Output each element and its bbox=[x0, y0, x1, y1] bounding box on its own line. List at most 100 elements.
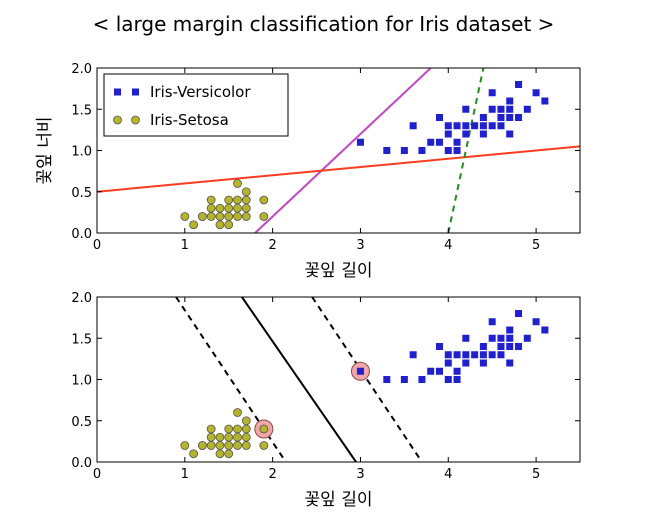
iris-setosa-point bbox=[215, 432, 225, 442]
iris-versicolor-point bbox=[471, 122, 479, 130]
iris-versicolor-point bbox=[400, 147, 408, 154]
iris-setosa-point bbox=[215, 441, 225, 450]
chart-panel-2: 0 1 2 3 4 5 0.0 0.5 1.0 1.5 2.0 꽃잎 길이 bbox=[71, 291, 581, 510]
decision-line-1 bbox=[254, 68, 432, 233]
x-axis-label: 꽃잎 길이 bbox=[305, 490, 373, 510]
iris-versicolor-point bbox=[488, 334, 496, 342]
iris-setosa-point bbox=[241, 187, 251, 197]
iris-versicolor-point bbox=[435, 114, 443, 121]
iris-setosa-point bbox=[241, 203, 251, 213]
iris-versicolor-point bbox=[453, 138, 461, 146]
iris-setosa-point bbox=[224, 449, 234, 459]
decision-line-1 bbox=[241, 297, 357, 462]
iris-versicolor-point bbox=[462, 359, 470, 367]
iris-versicolor-point bbox=[427, 367, 435, 375]
iris-versicolor-point bbox=[506, 334, 514, 342]
page-title: < large margin classification for Iris d… bbox=[92, 12, 555, 36]
iris-setosa-point bbox=[259, 424, 269, 434]
legend-marker-circle bbox=[131, 115, 140, 125]
iris-versicolor-point bbox=[497, 343, 505, 350]
iris-versicolor-point bbox=[453, 351, 461, 359]
iris-versicolor-point bbox=[488, 351, 496, 359]
iris-versicolor-point bbox=[488, 89, 496, 97]
iris-versicolor-point bbox=[523, 334, 531, 342]
y-tick-label: 1.0 bbox=[71, 374, 92, 389]
iris-versicolor-point bbox=[427, 138, 435, 146]
iris-versicolor-point bbox=[506, 326, 514, 334]
iris-setosa-point bbox=[215, 203, 225, 213]
iris-versicolor-point bbox=[506, 114, 514, 121]
iris-versicolor-point bbox=[488, 122, 496, 130]
x-tick-label: 3 bbox=[356, 467, 364, 482]
iris-versicolor-point bbox=[497, 114, 505, 121]
legend-box bbox=[103, 73, 289, 137]
iris-setosa-point bbox=[224, 432, 234, 442]
x-tick-label: 4 bbox=[444, 467, 452, 482]
iris-setosa-point bbox=[241, 195, 251, 205]
iris-setosa-point bbox=[241, 441, 251, 450]
iris-versicolor-point bbox=[479, 122, 487, 130]
iris-setosa-point bbox=[233, 179, 242, 188]
iris-versicolor-point bbox=[418, 376, 426, 383]
iris-setosa-point bbox=[224, 441, 234, 450]
iris-setosa-point bbox=[241, 432, 251, 442]
iris-versicolor-point bbox=[418, 147, 426, 154]
plot-area bbox=[97, 68, 580, 233]
iris-setosa-point bbox=[189, 449, 199, 459]
iris-versicolor-point bbox=[506, 130, 514, 138]
y-tick-label: 2.0 bbox=[71, 62, 92, 77]
x-tick-label: 0 bbox=[93, 467, 101, 482]
iris-setosa-point bbox=[233, 203, 242, 213]
legend-marker-circle bbox=[113, 115, 122, 125]
iris-setosa-point bbox=[241, 212, 251, 221]
y-tick-label: 0.0 bbox=[71, 456, 92, 471]
y-axis-label: 꽃잎 너비 bbox=[35, 117, 55, 185]
x-tick-label: 5 bbox=[532, 467, 540, 482]
y-tick-label: 2.0 bbox=[71, 291, 92, 306]
iris-setosa-point bbox=[206, 432, 216, 442]
iris-setosa-point bbox=[224, 220, 234, 230]
iris-versicolor-point bbox=[444, 130, 452, 138]
iris-versicolor-point bbox=[435, 138, 443, 146]
iris-setosa-point bbox=[259, 195, 269, 205]
iris-versicolor-point bbox=[506, 359, 514, 367]
iris-versicolor-point bbox=[462, 130, 470, 138]
iris-versicolor-point bbox=[453, 376, 461, 383]
iris-versicolor-point bbox=[488, 318, 496, 326]
x-tick-label: 3 bbox=[356, 238, 364, 253]
iris-versicolor-point bbox=[515, 114, 523, 121]
iris-setosa-point bbox=[206, 212, 216, 221]
iris-versicolor-point bbox=[479, 130, 487, 138]
x-tick-label: 0 bbox=[93, 238, 101, 253]
iris-versicolor-point bbox=[506, 97, 514, 105]
iris-setosa-point bbox=[259, 212, 269, 221]
iris-versicolor-point bbox=[444, 351, 452, 359]
decision-line-2 bbox=[97, 145, 580, 193]
iris-setosa-point bbox=[233, 441, 242, 450]
iris-versicolor-point bbox=[462, 351, 470, 359]
iris-setosa-point bbox=[233, 195, 242, 205]
y-tick-label: 0.5 bbox=[71, 186, 92, 201]
x-axis-label: 꽃잎 길이 bbox=[305, 261, 373, 281]
y-tick-label: 0.5 bbox=[71, 415, 92, 430]
iris-versicolor-point bbox=[515, 81, 523, 88]
iris-setosa-point bbox=[224, 195, 234, 205]
iris-setosa-point bbox=[206, 441, 216, 450]
iris-versicolor-point bbox=[541, 326, 549, 334]
iris-versicolor-point bbox=[356, 138, 364, 146]
iris-versicolor-point bbox=[515, 343, 523, 350]
iris-setosa-point bbox=[180, 441, 190, 450]
iris-versicolor-point bbox=[497, 122, 505, 130]
iris-setosa-point bbox=[224, 203, 234, 213]
x-tick-label: 1 bbox=[181, 238, 189, 253]
iris-setosa-point bbox=[241, 424, 251, 434]
iris-versicolor-point bbox=[462, 122, 470, 130]
iris-setosa-point bbox=[215, 220, 225, 230]
decision-line-3 bbox=[311, 297, 423, 462]
iris-versicolor-point bbox=[356, 367, 364, 375]
iris-setosa-point bbox=[180, 212, 190, 221]
iris-versicolor-point bbox=[523, 105, 531, 113]
y-tick-label: 0.0 bbox=[71, 227, 92, 242]
iris-setosa-point bbox=[206, 203, 216, 213]
iris-versicolor-point bbox=[506, 105, 514, 113]
